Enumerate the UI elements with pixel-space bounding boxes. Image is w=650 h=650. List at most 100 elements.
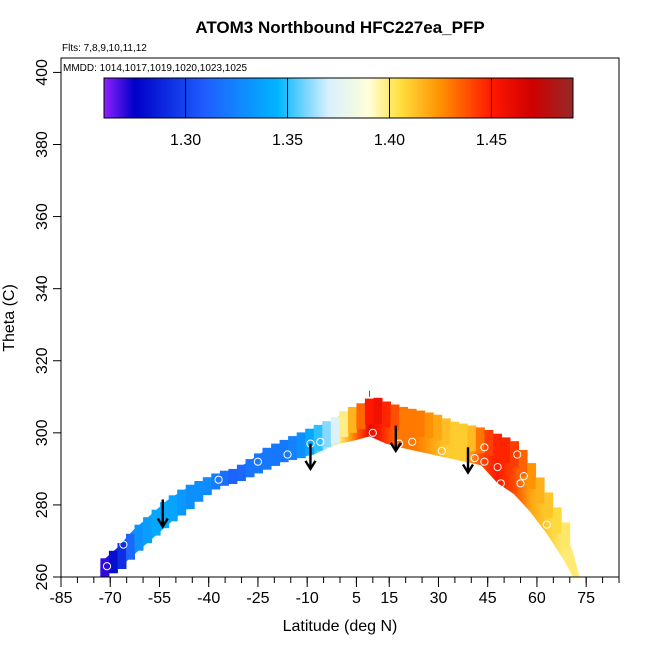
curtain-cell — [382, 401, 391, 428]
x-tick-label: -55 — [148, 590, 171, 607]
sample-circle — [102, 562, 112, 571]
curtain-cell — [168, 495, 178, 522]
sample-circle — [283, 450, 292, 459]
curtain-cell — [245, 459, 255, 478]
sample-circle — [408, 437, 417, 446]
curtain-cell — [305, 428, 315, 455]
curtain-cell — [202, 477, 212, 496]
x-tick-label: 75 — [577, 590, 595, 607]
plot-area — [100, 390, 580, 577]
x-tick-label: -70 — [99, 590, 122, 607]
sample-circle — [516, 479, 525, 488]
dates-annotation: MMDD: 1014,1017,1019,1020,1023,1025 — [63, 63, 247, 74]
flights-annotation: Flts: 7,8,9,10,11,12 — [62, 43, 147, 54]
curtain-cell — [100, 558, 110, 577]
x-tick-label: 5 — [352, 590, 361, 607]
sample-circle — [214, 475, 223, 484]
curtain-cell — [194, 481, 204, 502]
curtain-cell — [126, 533, 135, 560]
curtain-cell — [134, 524, 144, 551]
x-tick-label: 30 — [430, 590, 448, 607]
curtain-cell — [288, 436, 298, 460]
curtain-cell — [262, 447, 272, 470]
colorbar: 1.30 1.35 1.40 1.45 — [103, 77, 574, 149]
curtain-cell — [108, 550, 118, 574]
curtain-cell — [347, 407, 357, 433]
curtain-cell — [271, 443, 281, 466]
colorbar-rect — [103, 77, 574, 119]
sample-circle — [480, 443, 489, 452]
y-tick-label: 300 — [34, 419, 51, 446]
curtain-cell — [561, 522, 571, 549]
x-tick-label: -25 — [246, 590, 269, 607]
sample-circle — [253, 457, 262, 466]
curtain-cell — [501, 437, 511, 464]
y-tick-label: 280 — [34, 491, 51, 518]
colorbar-tick-label: 1.35 — [272, 132, 303, 149]
axes: -85 -70 -55 -40 -25 -10 5 15 30 45 60 75 260 280 300 32… — [34, 57, 620, 607]
curtain-cell — [544, 492, 554, 519]
x-tick-label: 45 — [479, 590, 497, 607]
y-tick-label: 260 — [34, 564, 51, 591]
curtain-cell — [117, 543, 127, 569]
curtain-cell — [475, 427, 485, 454]
x-tick-label: -85 — [49, 590, 72, 607]
sample-circle — [542, 520, 551, 529]
curtain-cell — [407, 408, 417, 435]
y-tick-label: 380 — [34, 131, 51, 158]
sample-circle — [437, 446, 446, 455]
curtain-cell — [364, 398, 374, 425]
colorbar-tick-label: 1.40 — [374, 132, 405, 149]
y-axis-label: Theta (C) — [1, 284, 18, 352]
arrow-head — [156, 517, 169, 529]
x-tick-label: -10 — [296, 590, 319, 607]
sample-circle — [470, 454, 479, 463]
y-tick-label: 320 — [34, 347, 51, 374]
curtain-cells — [100, 397, 571, 577]
curtain-cell — [416, 410, 426, 437]
curtain-cell — [441, 418, 451, 445]
x-tick-label: -40 — [197, 590, 220, 607]
curtain-cell — [228, 468, 238, 484]
arrow-head — [461, 463, 475, 475]
curtain-cell — [236, 464, 246, 481]
sample-circle — [368, 428, 377, 437]
curtain-cell — [493, 433, 502, 460]
curtain-cell — [322, 421, 332, 448]
curtain-cell — [484, 430, 494, 456]
curtain-cell — [160, 502, 170, 529]
x-axis-label: Latitude (deg N) — [283, 618, 398, 635]
y-tick-label: 340 — [34, 275, 51, 302]
curtain-cell — [527, 463, 537, 489]
curtain-cell — [390, 404, 400, 431]
y-tick-label: 360 — [34, 203, 51, 230]
arrow-head — [304, 460, 317, 472]
curtain-cell — [330, 417, 340, 444]
x-tick-label: 15 — [380, 590, 398, 607]
curtain-cell — [151, 509, 161, 536]
curtain-cell — [339, 411, 349, 437]
colorbar-tick-label: 1.45 — [476, 132, 507, 149]
sample-circle — [480, 457, 489, 466]
curtain-cell — [399, 406, 409, 433]
sample-circle — [119, 540, 128, 549]
curtain-cell — [219, 470, 229, 486]
curtain-cell — [313, 424, 323, 451]
sample-circle — [316, 437, 325, 446]
y-tick-label: 400 — [34, 59, 51, 86]
sample-circle — [513, 450, 522, 459]
curtain-cell — [510, 441, 519, 468]
curtain-cell — [143, 517, 153, 544]
curtain-cell — [185, 484, 195, 510]
curtain-cell — [467, 425, 477, 452]
sample-circle — [493, 463, 502, 472]
chart-title: ATOM3 Northbound HFC227ea_PFP — [195, 18, 484, 37]
x-tick-label: 60 — [528, 590, 546, 607]
curtain-cell — [552, 507, 562, 534]
arrow-head — [389, 442, 402, 454]
curtain-cell — [535, 477, 545, 504]
curtain-cell — [433, 414, 443, 441]
sample-circle — [496, 479, 505, 488]
curtain-cell — [254, 453, 263, 474]
